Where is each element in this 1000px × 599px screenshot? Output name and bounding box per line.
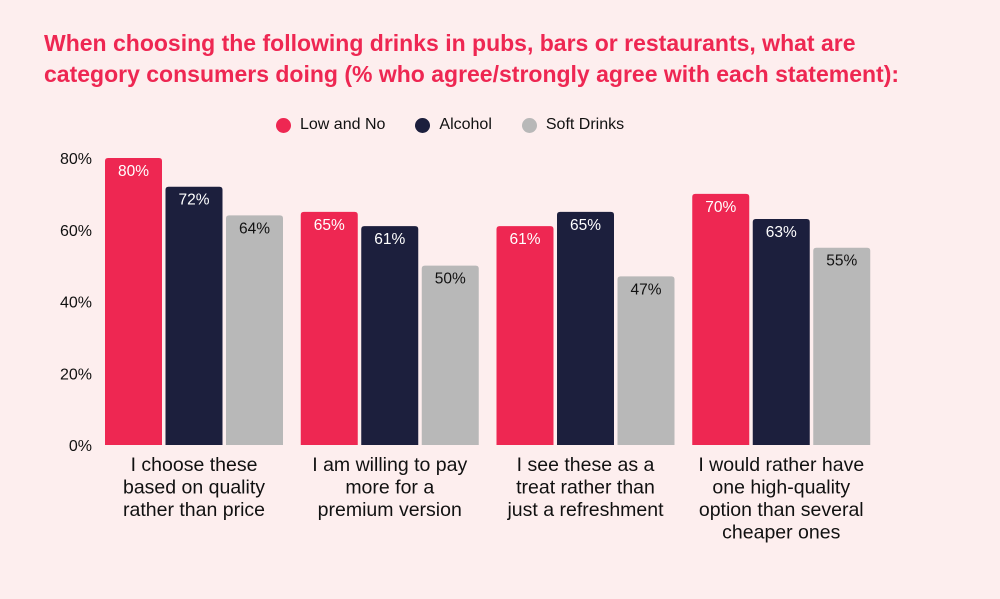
category-label: more for a <box>345 477 434 499</box>
category-label: I choose these <box>131 454 258 476</box>
category-label: I am willing to pay <box>312 454 467 476</box>
legend-item-alcohol: Alcohol <box>415 116 492 134</box>
bar-low-and-no <box>692 193 750 445</box>
data-label-soft-drinks: 64% <box>239 220 270 237</box>
category-label: premium version <box>318 499 462 521</box>
y-tick-label: 40% <box>60 295 92 312</box>
y-tick-label: 80% <box>60 151 92 168</box>
category-label: option than several <box>699 499 864 521</box>
bar-soft-drinks <box>617 276 675 445</box>
data-label-low-and-no: 80% <box>118 163 149 180</box>
chart-legend: Low and No Alcohol Soft Drinks <box>276 116 624 134</box>
bar-low-and-no <box>105 158 162 445</box>
category-label: I would rather have <box>698 454 864 476</box>
legend-swatch-low-and-no <box>276 117 291 133</box>
legend-swatch-soft-drinks <box>521 117 537 133</box>
bar-soft-drinks <box>421 265 479 445</box>
data-label-alcohol: 61% <box>374 231 405 248</box>
data-label-soft-drinks: 50% <box>435 271 466 288</box>
chart-title: When choosing the following drinks in pu… <box>44 28 974 90</box>
data-label-low-and-no: 70% <box>705 199 736 216</box>
legend-label-alcohol: Alcohol <box>439 116 492 133</box>
data-label-alcohol: 72% <box>178 192 209 209</box>
data-label-low-and-no: 65% <box>314 217 345 234</box>
legend-label-soft-drinks: Soft Drinks <box>545 116 625 133</box>
category-label: rather than price <box>123 499 265 521</box>
category-label: based on quality <box>123 477 265 499</box>
category-label: I see these as a <box>517 454 655 476</box>
category-label: just a refreshment <box>506 499 664 521</box>
category-label: one high-quality <box>712 477 850 499</box>
bar-alcohol <box>557 211 614 445</box>
data-label-low-and-no: 61% <box>509 231 540 248</box>
legend-swatch-alcohol <box>415 117 431 133</box>
legend-label-low-and-no: Low and No <box>300 116 386 133</box>
data-label-alcohol: 65% <box>570 217 601 234</box>
y-tick-label: 20% <box>60 366 92 383</box>
bar-soft-drinks <box>813 247 871 445</box>
data-label-soft-drinks: 55% <box>826 253 857 270</box>
legend-item-low-and-no: Low and No <box>276 116 385 134</box>
data-label-alcohol: 63% <box>766 224 797 241</box>
bar-low-and-no <box>496 226 554 445</box>
chart-title-line-2: category consumers doing (% who agree/st… <box>44 61 900 87</box>
y-tick-label: 0% <box>69 438 92 455</box>
bar-alcohol <box>361 226 419 445</box>
data-label-soft-drinks: 47% <box>630 281 661 298</box>
bar-soft-drinks <box>226 215 283 445</box>
category-label: cheaper ones <box>722 522 840 544</box>
category-label: treat rather than <box>516 477 655 499</box>
chart-title-line-1: When choosing the following drinks in pu… <box>44 30 856 56</box>
bar-low-and-no <box>300 211 358 445</box>
y-tick-label: 60% <box>60 223 92 240</box>
bar-alcohol <box>165 186 223 445</box>
bar-alcohol <box>752 218 810 445</box>
legend-item-soft-drinks: Soft Drinks <box>521 116 625 134</box>
